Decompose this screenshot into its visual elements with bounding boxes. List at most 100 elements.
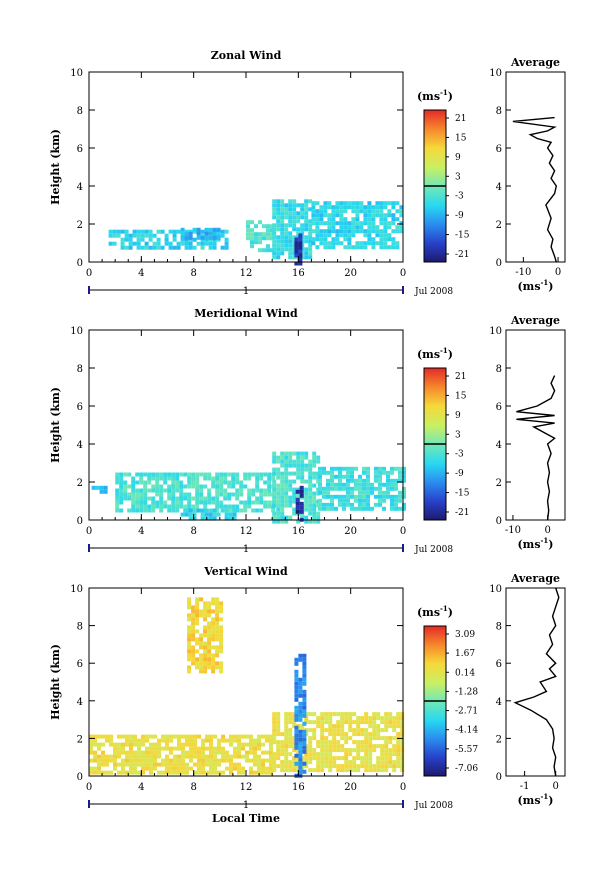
heatmap-cell — [300, 455, 305, 460]
unit-prefix: (ms — [417, 90, 440, 103]
heatmap-cell — [280, 219, 285, 224]
heatmap-cell — [320, 736, 325, 741]
heatmap-cell — [346, 494, 350, 499]
heatmap-cell — [359, 201, 364, 206]
heatmap-cell — [360, 716, 365, 721]
heatmap-cell — [322, 470, 326, 475]
heatmap-cell — [347, 205, 352, 210]
heatmap-cell — [280, 495, 285, 500]
heatmap-cell — [133, 750, 137, 755]
heatmap-cell — [272, 768, 277, 773]
heatmap-cell — [292, 207, 297, 212]
heatmap-cell — [191, 484, 196, 489]
heatmap-cell — [119, 496, 124, 501]
heatmap-cell — [280, 223, 285, 228]
heatmap-cell — [276, 455, 281, 460]
y-tick-label: 0 — [77, 772, 83, 783]
heatmap-cell — [200, 233, 205, 238]
heatmap-cell — [235, 472, 240, 477]
heatmap-cell — [180, 235, 185, 240]
heatmap-cell — [344, 756, 349, 761]
heatmap-cell — [386, 494, 390, 499]
heatmap-cell — [340, 748, 345, 753]
heatmap-cell — [116, 229, 121, 234]
heatmap-cell — [165, 770, 169, 775]
heatmap-cell — [115, 496, 120, 501]
heatmap-cell — [358, 486, 362, 491]
heatmap-cell — [308, 744, 313, 749]
heatmap-cell — [257, 766, 261, 771]
heatmap-cell — [175, 476, 180, 481]
heatmap-cell — [367, 233, 372, 238]
chart-title: Zonal Wind — [211, 49, 282, 62]
heatmap-cell — [171, 504, 176, 509]
heatmap-cell — [276, 471, 281, 476]
heatmap-cell — [223, 488, 228, 493]
heatmap-cell — [127, 472, 132, 477]
heatmap-cell — [259, 492, 264, 497]
heatmap-cell — [288, 243, 293, 248]
heatmap-cell — [311, 205, 316, 210]
heatmap-cell — [143, 496, 148, 501]
heatmap-cell — [229, 754, 233, 759]
heatmap-cell — [364, 740, 369, 745]
heatmap-cell — [364, 756, 369, 761]
heatmap-cell — [368, 764, 373, 769]
heatmap-cell — [167, 484, 172, 489]
heatmap-cell — [298, 689, 303, 694]
heatmap-cell — [167, 504, 172, 509]
heatmap-cell — [288, 768, 293, 773]
heatmap-cell — [312, 507, 317, 512]
heatmap-cell — [163, 472, 168, 477]
heatmap-cell — [272, 716, 277, 721]
heatmap-cell — [368, 720, 373, 725]
heatmap-cell — [200, 235, 205, 240]
heatmap-cell — [372, 764, 377, 769]
heatmap-cell — [386, 490, 390, 495]
heatmap-cell — [399, 213, 404, 218]
heatmap-cell — [199, 661, 204, 666]
heatmap-cell — [120, 229, 125, 234]
heatmap-cell — [151, 508, 156, 513]
heatmap-cell — [129, 770, 133, 775]
heatmap-cell — [93, 742, 97, 747]
average-y-tick-label: 0 — [496, 516, 502, 527]
heatmap-cell — [215, 480, 220, 485]
heatmap-cell — [358, 498, 362, 503]
heatmap-cell — [212, 227, 217, 232]
heatmap-cell — [284, 203, 289, 208]
heatmap-cell — [101, 742, 105, 747]
heatmap-cell — [340, 732, 345, 737]
heatmap-cell — [136, 241, 141, 246]
heatmap-cell — [225, 738, 229, 743]
heatmap-cell — [382, 506, 386, 511]
heatmap-cell — [215, 617, 220, 622]
heatmap-cell — [93, 734, 97, 739]
heatmap-cell — [124, 229, 129, 234]
heatmap-cell — [391, 217, 396, 222]
heatmap-cell — [312, 463, 317, 468]
heatmap-cell — [133, 770, 137, 775]
y-tick-label: 8 — [77, 364, 83, 375]
heatmap-cell — [292, 736, 297, 741]
heatmap-cell — [229, 734, 233, 739]
heatmap-cell — [298, 769, 303, 774]
heatmap-cell — [251, 472, 256, 477]
heatmap-cell — [219, 488, 224, 493]
heatmap-cell — [125, 742, 129, 747]
heatmap-cell — [391, 229, 396, 234]
heatmap-cell — [239, 492, 244, 497]
heatmap-cell — [334, 494, 338, 499]
date-label: Jul 2008 — [414, 545, 453, 555]
heatmap-cell — [288, 716, 293, 721]
heatmap-cell — [237, 750, 241, 755]
heatmap-cell — [262, 236, 266, 241]
heatmap-cell — [328, 748, 333, 753]
heatmap-cell — [295, 489, 300, 494]
heatmap-cell — [288, 231, 293, 236]
heatmap-cell — [356, 740, 361, 745]
heatmap-cell — [213, 766, 217, 771]
heatmap-cell — [284, 756, 289, 761]
heatmap-cell — [374, 470, 378, 475]
heatmap-cell — [204, 231, 209, 236]
